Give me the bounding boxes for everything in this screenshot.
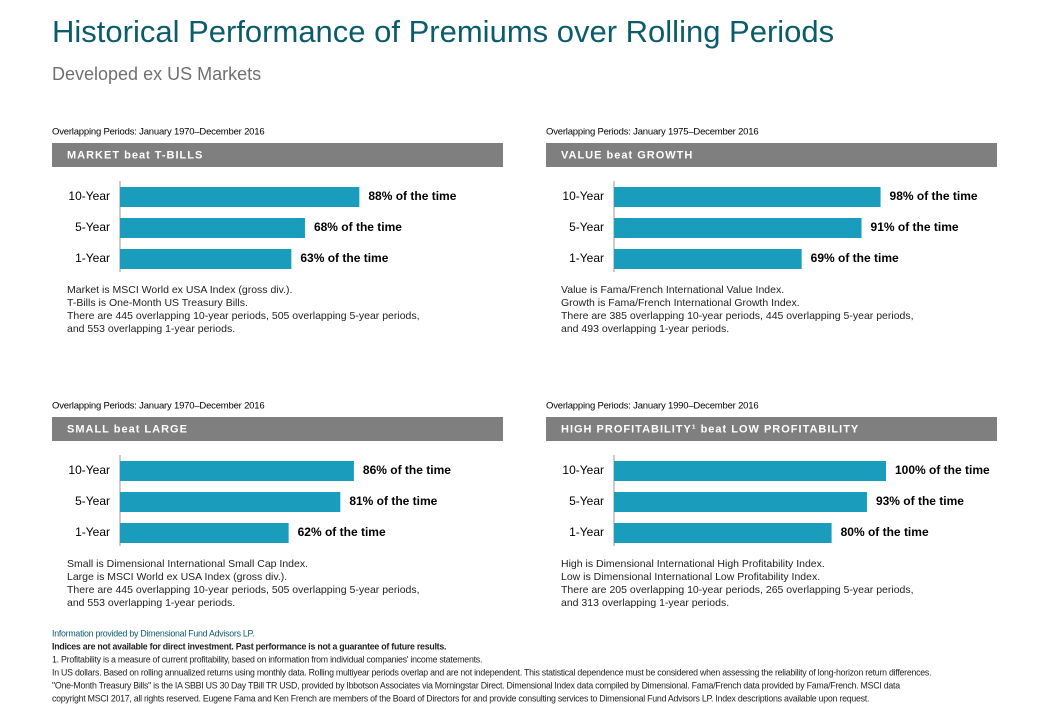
period-label: Overlapping Periods: January 1990–Decemb… bbox=[546, 401, 758, 412]
value-label: 98% of the time bbox=[890, 189, 978, 203]
value-label: 100% of the time bbox=[895, 463, 990, 477]
panel-title: MARKET beat T-BILLS bbox=[67, 149, 203, 161]
footnote: Information provided by Dimensional Fund… bbox=[52, 628, 254, 638]
note: Value is Fama/French International Value… bbox=[561, 284, 784, 296]
category-label: 5-Year bbox=[75, 220, 110, 234]
category-label: 10-Year bbox=[68, 463, 110, 477]
category-label: 5-Year bbox=[75, 494, 110, 508]
panel-title: SMALL beat LARGE bbox=[67, 423, 188, 435]
category-label: 1-Year bbox=[75, 251, 110, 265]
panel-header bbox=[52, 417, 503, 441]
category-label: 1-Year bbox=[569, 525, 604, 539]
value-label: 80% of the time bbox=[841, 525, 929, 539]
period-label: Overlapping Periods: January 1970–Decemb… bbox=[52, 401, 264, 412]
bar bbox=[614, 218, 862, 238]
value-label: 69% of the time bbox=[811, 251, 899, 265]
category-label: 10-Year bbox=[562, 463, 604, 477]
page-title: Historical Performance of Premiums over … bbox=[52, 14, 834, 49]
value-label: 93% of the time bbox=[876, 494, 964, 508]
note: and 313 overlapping 1-year periods. bbox=[561, 597, 729, 609]
bar bbox=[120, 249, 292, 269]
bar bbox=[614, 249, 802, 269]
panel-title: VALUE beat GROWTH bbox=[561, 149, 693, 161]
footnote: "One-Month Treasury Bills" is the IA SBB… bbox=[52, 680, 900, 690]
value-label: 62% of the time bbox=[298, 525, 386, 539]
bar bbox=[120, 492, 341, 512]
value-label: 88% of the time bbox=[368, 189, 456, 203]
footnote: Indices are not available for direct inv… bbox=[52, 641, 446, 651]
note: Market is MSCI World ex USA Index (gross… bbox=[67, 284, 292, 296]
page-subtitle: Developed ex US Markets bbox=[52, 64, 261, 84]
bar bbox=[120, 523, 289, 543]
category-label: 10-Year bbox=[68, 189, 110, 203]
category-label: 5-Year bbox=[569, 494, 604, 508]
note: Growth is Fama/French International Grow… bbox=[561, 297, 800, 309]
note: Low is Dimensional International Low Pro… bbox=[561, 571, 820, 583]
panel-header bbox=[52, 143, 503, 167]
panel-title: HIGH PROFITABILITY¹ beat LOW PROFITABILI… bbox=[561, 423, 859, 435]
note: T-Bills is One-Month US Treasury Bills. bbox=[67, 297, 248, 309]
bar bbox=[614, 461, 886, 481]
footnote: copyright MSCI 2017, all rights reserved… bbox=[52, 693, 869, 703]
footnote: 1. Profitability is a measure of current… bbox=[52, 654, 482, 664]
note: High is Dimensional International High P… bbox=[561, 558, 825, 570]
value-label: 86% of the time bbox=[363, 463, 451, 477]
panel-header bbox=[546, 417, 997, 441]
bar bbox=[614, 523, 832, 543]
note: There are 445 overlapping 10-year period… bbox=[67, 310, 420, 322]
value-label: 91% of the time bbox=[871, 220, 959, 234]
category-label: 1-Year bbox=[75, 525, 110, 539]
note: Small is Dimensional International Small… bbox=[67, 558, 308, 570]
note: There are 385 overlapping 10-year period… bbox=[561, 310, 914, 322]
value-label: 81% of the time bbox=[349, 494, 437, 508]
note: Large is MSCI World ex USA Index (gross … bbox=[67, 571, 287, 583]
category-label: 5-Year bbox=[569, 220, 604, 234]
note: There are 445 overlapping 10-year period… bbox=[67, 584, 420, 596]
note: and 553 overlapping 1-year periods. bbox=[67, 323, 235, 335]
footnote: In US dollars. Based on rolling annualiz… bbox=[52, 667, 931, 677]
bar bbox=[120, 461, 354, 481]
bar bbox=[614, 187, 881, 207]
value-label: 63% of the time bbox=[300, 251, 388, 265]
category-label: 1-Year bbox=[569, 251, 604, 265]
category-label: 10-Year bbox=[562, 189, 604, 203]
period-label: Overlapping Periods: January 1970–Decemb… bbox=[52, 127, 264, 138]
value-label: 68% of the time bbox=[314, 220, 402, 234]
panel-header bbox=[546, 143, 997, 167]
note: and 493 overlapping 1-year periods. bbox=[561, 323, 729, 335]
bar bbox=[120, 187, 360, 207]
period-label: Overlapping Periods: January 1975–Decemb… bbox=[546, 127, 758, 138]
bar bbox=[614, 492, 867, 512]
note: and 553 overlapping 1-year periods. bbox=[67, 597, 235, 609]
bar bbox=[120, 218, 305, 238]
note: There are 205 overlapping 10-year period… bbox=[561, 584, 914, 596]
